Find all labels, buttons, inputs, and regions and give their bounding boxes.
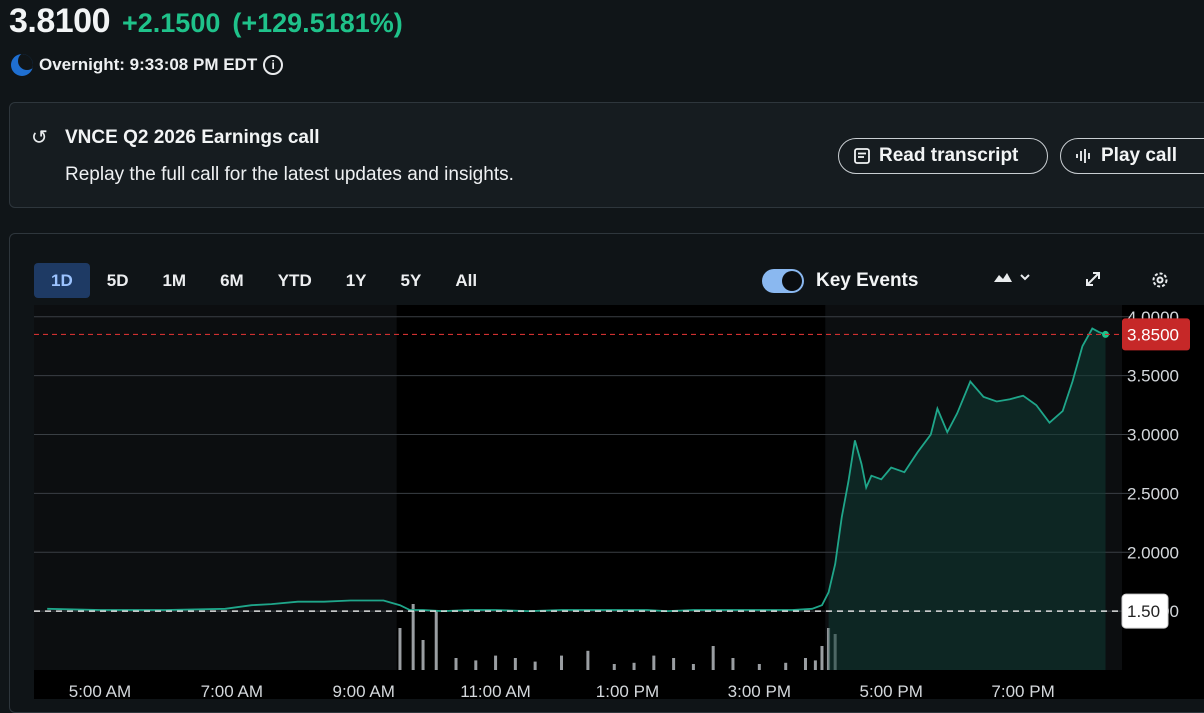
chevron-down-icon bbox=[1020, 274, 1030, 281]
transcript-icon bbox=[854, 148, 870, 164]
price-line bbox=[47, 327, 1106, 613]
volume-bar bbox=[421, 640, 425, 670]
volume-bar bbox=[652, 655, 656, 670]
x-tick-label: 5:00 PM bbox=[860, 682, 923, 699]
y-tick-label: 3.5000 bbox=[1127, 367, 1179, 386]
volume-bar bbox=[757, 664, 761, 670]
premarket-zone bbox=[34, 305, 397, 670]
volume-bar bbox=[803, 658, 807, 670]
quote-header: 3.8100 +2.1500 (+129.5181%) bbox=[9, 2, 403, 41]
key-events-toggle[interactable] bbox=[762, 269, 804, 293]
chart-type-dropdown[interactable] bbox=[993, 270, 1031, 284]
previous-close-tag bbox=[1121, 593, 1169, 629]
x-tick-label: 9:00 AM bbox=[333, 682, 395, 699]
key-events-label: Key Events bbox=[816, 270, 919, 291]
earnings-call-title: VNCE Q2 2026 Earnings call bbox=[65, 127, 320, 148]
price-area-fill bbox=[828, 328, 1106, 670]
volume-bar bbox=[731, 658, 735, 670]
x-tick-label: 7:00 AM bbox=[201, 682, 263, 699]
x-tick-label: 5:00 AM bbox=[69, 682, 131, 699]
volume-bar bbox=[711, 646, 715, 670]
session-status: Overnight: 9:33:08 PM EDT i bbox=[11, 54, 284, 76]
moon-icon bbox=[11, 54, 33, 76]
fullscreen-button[interactable] bbox=[1084, 270, 1102, 288]
volume-bar bbox=[411, 604, 415, 670]
previous-close-label: 1.50 bbox=[1127, 602, 1160, 621]
play-call-button[interactable]: Play call bbox=[1060, 138, 1204, 174]
session-label: Overnight: 9:33:08 PM EDT bbox=[39, 55, 258, 74]
x-tick-label: 3:00 PM bbox=[728, 682, 791, 699]
volume-bar bbox=[454, 658, 458, 670]
last-price-label: 3.8500 bbox=[1127, 325, 1179, 344]
volume-bar bbox=[560, 655, 564, 670]
last-price-tag bbox=[1122, 318, 1190, 351]
tab-ytd[interactable]: YTD bbox=[277, 270, 312, 290]
tab-1d[interactable]: 1D bbox=[34, 263, 90, 298]
play-call-label: Play call bbox=[1101, 145, 1178, 166]
volume-bar bbox=[612, 664, 616, 670]
volume-bar bbox=[434, 610, 438, 670]
earnings-call-subtitle: Replay the full call for the latest upda… bbox=[65, 164, 514, 185]
read-transcript-label: Read transcript bbox=[879, 145, 1019, 166]
info-icon[interactable]: i bbox=[263, 55, 284, 75]
expand-icon bbox=[1086, 272, 1100, 286]
range-tabs: 1D 5D 1M 6M YTD 1Y 5Y All bbox=[34, 263, 494, 298]
tab-5d[interactable]: 5D bbox=[106, 270, 129, 290]
price-change-percent: (+129.5181%) bbox=[232, 8, 403, 38]
x-tick-label: 1:00 PM bbox=[596, 682, 659, 699]
replay-icon: ↺ bbox=[31, 127, 48, 149]
volume-bar bbox=[691, 664, 695, 670]
x-tick-label: 7:00 PM bbox=[991, 682, 1054, 699]
tab-5y[interactable]: 5Y bbox=[400, 270, 422, 290]
tab-all[interactable]: All bbox=[455, 270, 478, 290]
tab-6m[interactable]: 6M bbox=[220, 270, 244, 290]
volume-bar bbox=[820, 646, 824, 670]
volume-bar bbox=[586, 650, 590, 670]
y-tick-label: 3.0000 bbox=[1127, 426, 1179, 445]
volume-bar bbox=[784, 662, 788, 670]
volume-bar bbox=[494, 655, 498, 670]
tab-1m[interactable]: 1M bbox=[162, 270, 187, 290]
volume-bar bbox=[513, 658, 517, 670]
mountain-chart-icon bbox=[994, 273, 1012, 282]
y-tick-label: 2.5000 bbox=[1127, 484, 1179, 503]
key-events-control: Key Events bbox=[762, 269, 918, 293]
volume-bar bbox=[474, 660, 478, 670]
volume-bar bbox=[533, 661, 537, 670]
x-tick-label: 11:00 AM bbox=[460, 682, 531, 699]
volume-bar bbox=[398, 628, 402, 670]
audio-waveform-icon bbox=[1076, 149, 1090, 163]
price-chart[interactable]: 4.00003.50003.00002.50002.00001.50001.50… bbox=[34, 305, 1204, 699]
price-change: +2.1500 bbox=[122, 8, 221, 38]
gear-icon bbox=[1152, 272, 1168, 288]
tab-1y[interactable]: 1Y bbox=[345, 270, 367, 290]
last-price: 3.8100 bbox=[9, 2, 111, 40]
volume-bar bbox=[632, 662, 636, 670]
volume-bar bbox=[813, 660, 817, 670]
chart-settings-button[interactable] bbox=[1150, 270, 1170, 290]
volume-bar bbox=[672, 658, 676, 670]
y-tick-label: 2.0000 bbox=[1127, 543, 1179, 562]
volume-bar bbox=[827, 628, 831, 670]
read-transcript-button[interactable]: Read transcript bbox=[838, 138, 1048, 174]
earnings-call-card: ↺ VNCE Q2 2026 Earnings call Replay the … bbox=[9, 102, 1204, 208]
